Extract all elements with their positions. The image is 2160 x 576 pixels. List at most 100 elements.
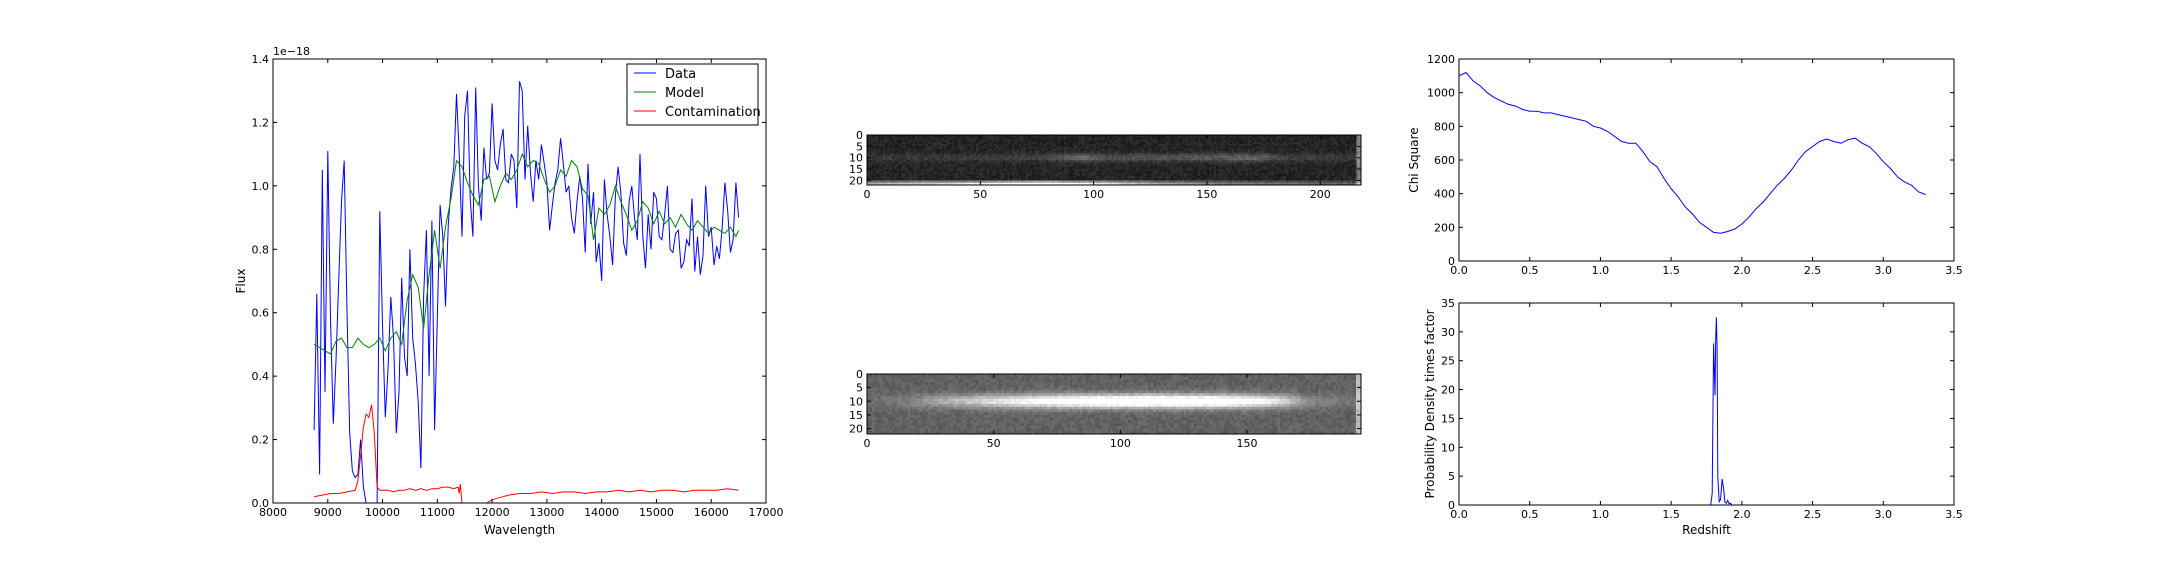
image-pixel xyxy=(1358,162,1362,165)
image-pixel xyxy=(939,166,943,170)
image-pixel xyxy=(998,160,1001,163)
image-pixel xyxy=(1064,166,1067,170)
image-pixel xyxy=(1009,178,1013,181)
image-pixel xyxy=(1240,160,1244,163)
image-pixel xyxy=(1143,139,1147,143)
image-pixel xyxy=(1027,157,1031,161)
image-pixel xyxy=(1347,148,1350,152)
image-pixel xyxy=(1211,173,1215,177)
image-pixel xyxy=(1111,182,1115,186)
image-pixel xyxy=(916,160,920,163)
image-pixel xyxy=(1225,180,1228,184)
image-pixel xyxy=(1306,180,1310,184)
image-pixel xyxy=(1138,139,1142,143)
image-pixel xyxy=(891,160,895,163)
image-pixel xyxy=(1236,178,1239,181)
image-pixel xyxy=(937,162,940,165)
image-pixel xyxy=(1175,175,1178,179)
image-pixel xyxy=(1136,153,1140,156)
image-pixel xyxy=(1306,162,1310,165)
image-pixel xyxy=(880,146,884,149)
image-pixel xyxy=(989,135,992,138)
image-pixel xyxy=(959,171,963,174)
image-pixel xyxy=(1202,180,1205,184)
image-pixel xyxy=(1014,146,1017,149)
image-pixel xyxy=(1032,137,1035,140)
image-pixel xyxy=(1086,166,1090,170)
image-pixel xyxy=(1163,162,1167,165)
image-pixel xyxy=(1297,137,1301,140)
image-pixel xyxy=(1197,155,1201,159)
image-pixel xyxy=(1041,162,1045,165)
image-pixel xyxy=(1313,155,1316,159)
image-pixel xyxy=(1129,169,1133,172)
image-pixel xyxy=(1240,164,1244,168)
image-pixel xyxy=(978,374,982,378)
image-pixel xyxy=(984,173,988,177)
image-pixel xyxy=(1279,173,1282,177)
image-pixel xyxy=(941,162,945,165)
image-pixel xyxy=(1302,180,1305,184)
image-pixel xyxy=(1132,160,1135,163)
image-pixel xyxy=(898,139,902,143)
image-pixel xyxy=(1311,153,1314,156)
image-pixel xyxy=(1032,162,1035,165)
image-pixel xyxy=(1227,166,1230,170)
image-pixel xyxy=(1138,144,1142,147)
image-pixel xyxy=(871,164,875,168)
image-pixel xyxy=(1177,150,1181,154)
image-pixel xyxy=(1191,169,1194,172)
image-pixel xyxy=(948,182,952,186)
image-pixel xyxy=(955,139,958,143)
image-pixel xyxy=(1048,166,1051,170)
image-pixel xyxy=(946,141,949,145)
image-pixel xyxy=(1236,160,1239,163)
image-pixel xyxy=(1009,164,1013,168)
image-pixel xyxy=(1351,178,1355,181)
image-pixel xyxy=(1129,155,1133,159)
image-pixel xyxy=(1048,144,1051,147)
image-pixel xyxy=(1313,150,1316,154)
image-pixel xyxy=(1229,150,1233,154)
image-pixel xyxy=(1055,155,1058,159)
image-pixel xyxy=(880,153,884,156)
image-pixel xyxy=(1073,164,1076,168)
image-pixel xyxy=(1089,135,1092,138)
image-pixel xyxy=(1066,148,1069,152)
image-pixel xyxy=(991,173,995,177)
image-pixel xyxy=(1274,150,1278,154)
image-pixel xyxy=(1315,166,1319,170)
image-pixel xyxy=(1093,180,1097,184)
image-pixel xyxy=(1277,155,1280,159)
image-pixel xyxy=(1027,160,1031,163)
image-pixel xyxy=(894,144,897,147)
image-pixel xyxy=(1297,175,1301,179)
image-pixel xyxy=(1286,178,1289,181)
image-pixel xyxy=(966,150,970,154)
image-pixel xyxy=(1100,166,1103,170)
image-pixel xyxy=(1338,144,1341,147)
image-pixel xyxy=(1347,166,1350,170)
image-pixel xyxy=(1109,155,1113,159)
image-pixel xyxy=(1229,169,1233,172)
image-pixel xyxy=(944,166,947,170)
image-pixel xyxy=(1052,175,1056,179)
image-pixel xyxy=(1213,146,1217,149)
image-pixel xyxy=(1077,175,1081,179)
image-pixel xyxy=(971,141,974,145)
image-pixel xyxy=(928,178,931,181)
image-pixel xyxy=(882,135,886,138)
image-pixel xyxy=(914,171,918,174)
image-pixel xyxy=(1018,180,1022,184)
image-pixel xyxy=(1141,162,1144,165)
image-pixel xyxy=(966,166,970,170)
image-pixel xyxy=(1025,144,1029,147)
image-pixel xyxy=(1238,137,1242,140)
image-pixel xyxy=(1157,150,1160,154)
image-pixel xyxy=(1295,157,1298,161)
image-pixel xyxy=(878,162,881,165)
image-pixel xyxy=(948,164,952,168)
image-pixel xyxy=(1025,166,1029,170)
image-pixel xyxy=(882,164,886,168)
image-pixel xyxy=(1358,139,1362,143)
